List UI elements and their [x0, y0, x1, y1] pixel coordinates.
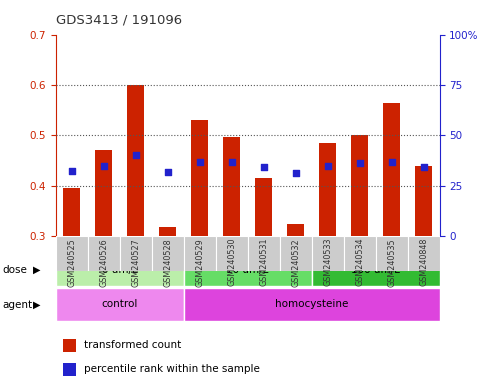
- Text: GSM240848: GSM240848: [419, 238, 428, 286]
- Point: [355, 160, 363, 166]
- Text: GDS3413 / 191096: GDS3413 / 191096: [56, 13, 182, 26]
- Text: GSM240532: GSM240532: [291, 238, 300, 286]
- Text: GSM240533: GSM240533: [323, 238, 332, 286]
- Text: GSM240529: GSM240529: [195, 238, 204, 286]
- Text: GSM240530: GSM240530: [227, 238, 236, 286]
- Bar: [56, 253, 184, 286]
- Point: [388, 159, 396, 165]
- Bar: [191, 120, 208, 236]
- Bar: [184, 236, 215, 271]
- Text: GSM240527: GSM240527: [131, 238, 140, 286]
- Text: ▶: ▶: [33, 300, 41, 310]
- Bar: [351, 136, 369, 236]
- Point: [260, 164, 268, 170]
- Bar: [287, 223, 304, 236]
- Bar: [63, 362, 76, 376]
- Bar: [312, 236, 343, 271]
- Bar: [255, 178, 272, 236]
- Text: control: control: [101, 299, 138, 310]
- Text: 0 um/L: 0 um/L: [101, 265, 138, 275]
- Bar: [280, 236, 312, 271]
- Bar: [319, 143, 336, 236]
- Text: GSM240528: GSM240528: [163, 238, 172, 286]
- Bar: [63, 339, 76, 352]
- Bar: [127, 85, 144, 236]
- Point: [227, 159, 235, 165]
- Text: homocysteine: homocysteine: [275, 299, 348, 310]
- Text: dose: dose: [2, 265, 28, 275]
- Text: agent: agent: [2, 300, 32, 310]
- Bar: [343, 236, 376, 271]
- Text: 10 um/L: 10 um/L: [227, 265, 269, 275]
- Text: 100 um/L: 100 um/L: [351, 265, 400, 275]
- Point: [324, 162, 331, 169]
- Point: [99, 162, 107, 169]
- Point: [68, 167, 75, 174]
- Bar: [312, 253, 440, 286]
- Text: GSM240525: GSM240525: [67, 238, 76, 286]
- Bar: [415, 166, 432, 236]
- Bar: [63, 188, 80, 236]
- Bar: [383, 103, 400, 236]
- Bar: [184, 288, 440, 321]
- Bar: [95, 151, 113, 236]
- Bar: [408, 236, 440, 271]
- Text: GSM240531: GSM240531: [259, 238, 268, 286]
- Text: percentile rank within the sample: percentile rank within the sample: [85, 364, 260, 374]
- Text: GSM240534: GSM240534: [355, 238, 364, 286]
- Text: transformed count: transformed count: [85, 340, 182, 350]
- Text: ▶: ▶: [33, 265, 41, 275]
- Bar: [223, 137, 241, 236]
- Bar: [87, 236, 120, 271]
- Point: [164, 169, 171, 175]
- Bar: [56, 288, 184, 321]
- Bar: [56, 236, 87, 271]
- Point: [420, 164, 427, 170]
- Point: [196, 159, 203, 165]
- Bar: [184, 253, 312, 286]
- Point: [132, 151, 140, 157]
- Bar: [248, 236, 280, 271]
- Bar: [376, 236, 408, 271]
- Bar: [159, 227, 176, 236]
- Text: GSM240526: GSM240526: [99, 238, 108, 286]
- Text: GSM240535: GSM240535: [387, 238, 396, 286]
- Point: [292, 170, 299, 176]
- Bar: [215, 236, 248, 271]
- Bar: [152, 236, 184, 271]
- Bar: [120, 236, 152, 271]
